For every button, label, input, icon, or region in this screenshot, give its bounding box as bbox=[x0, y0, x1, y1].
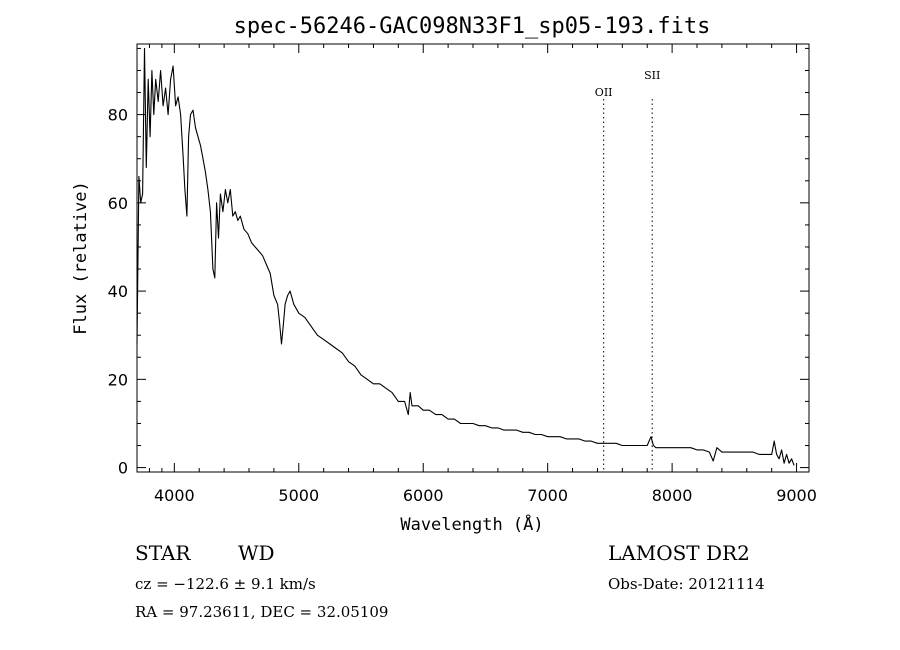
x-axis-label: Wavelength (Å) bbox=[400, 513, 543, 535]
chart-title: spec-56246-GAC098N33F1_sp05-193.fits bbox=[234, 14, 711, 39]
observation-date: Obs-Date: 20121114 bbox=[608, 575, 765, 593]
object-subclass: WD bbox=[238, 541, 275, 565]
spectrum-line bbox=[136, 47, 795, 466]
plot-frame bbox=[136, 43, 810, 473]
y-tick-label: 60 bbox=[108, 194, 128, 213]
x-tick-label: 8000 bbox=[652, 486, 693, 505]
annotation-label-oii: OII bbox=[595, 86, 613, 99]
x-tick-label: 7000 bbox=[527, 486, 568, 505]
x-tick-label: 6000 bbox=[403, 486, 444, 505]
redshift-velocity: cz = −122.6 ± 9.1 km/s bbox=[135, 575, 316, 593]
y-tick-label: 20 bbox=[108, 370, 128, 389]
y-tick-label: 40 bbox=[108, 282, 128, 301]
x-tick-label: 4000 bbox=[154, 486, 195, 505]
y-tick-label: 0 bbox=[118, 459, 128, 478]
x-tick-label: 9000 bbox=[776, 486, 817, 505]
plot-area: 4000 5000 6000 7000 8000 9000 0 20 40 60 80 OII SII bbox=[108, 43, 817, 505]
survey-name: LAMOST DR2 bbox=[608, 541, 750, 565]
annotation-label-sii: SII bbox=[644, 69, 660, 82]
x-tick-label: 5000 bbox=[278, 486, 319, 505]
coordinates: RA = 97.23611, DEC = 32.05109 bbox=[135, 603, 389, 621]
object-class: STAR bbox=[135, 541, 191, 565]
y-tick-label: 80 bbox=[108, 106, 128, 125]
y-axis-label: Flux (relative) bbox=[71, 181, 91, 335]
